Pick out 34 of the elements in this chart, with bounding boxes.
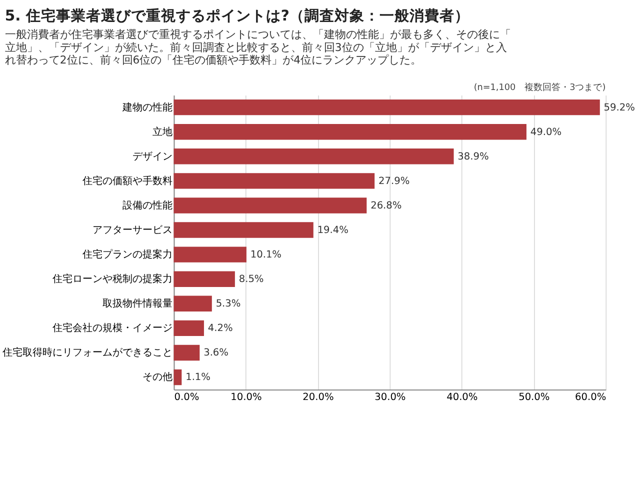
x-tick-label: 0.0% <box>174 392 200 403</box>
chart-subtitle: 一般消費者が住宅事業者選びで重視するポイントについては、「建物の性能」が最も多く、その後に「立地」、「デザイン」が続いた。前々回調査と比較すると、前々回3位の「立地」が「デザイン」と入れ替わって2位に、前々回6位の「住宅の価額や手数料」が4位にランクアップした。 <box>4 28 511 67</box>
data-label: 10.1% <box>250 250 282 261</box>
y-tick-label: 住宅取得時にリフォームができること <box>2 346 172 359</box>
y-tick-label: 住宅ローンや税制の提案力 <box>52 273 172 286</box>
data-label: 8.5% <box>238 274 264 286</box>
x-tick-label: 20.0% <box>302 392 334 403</box>
data-label: 1.1% <box>186 372 210 384</box>
x-tick-label: 60.0% <box>575 392 606 403</box>
data-label: 26.8% <box>370 200 402 212</box>
text: (n=1,100 複数回答・3つまで) <box>474 82 606 94</box>
y-tick-label: 立地 <box>152 126 172 138</box>
y-tick-label: アフターサービス <box>92 224 172 236</box>
y-tick-label: 住宅プランの提案力 <box>82 248 172 261</box>
data-label: 19.4% <box>317 224 348 236</box>
x-tick-label: 50.0% <box>518 392 550 403</box>
data-label: 4.2% <box>208 323 233 334</box>
y-tick-label: デザイン <box>132 151 172 162</box>
y-tick-label: 住宅会社の規模・イメージ <box>52 322 172 334</box>
y-tick-label: 取扱物件情報量 <box>102 298 172 310</box>
chart-title: 5. 住宅事業者選びで重視するポイントは?（調査対象：一般消費者） <box>4 6 470 24</box>
y-tick-label: 設備の性能 <box>122 199 172 212</box>
y-tick-label: 建物の性能 <box>121 101 172 114</box>
y-tick-label: 住宅の価額や手数料 <box>82 174 172 187</box>
y-tick-label: その他 <box>142 371 172 384</box>
data-label: 3.6% <box>204 348 228 359</box>
x-tick-label: 40.0% <box>446 392 478 403</box>
x-tick-label: 30.0% <box>374 392 406 403</box>
data-label: 59.2% <box>604 102 635 114</box>
data-label: 5.3% <box>216 298 241 310</box>
data-label: 38.9% <box>458 151 489 162</box>
x-tick-label: 10.0% <box>230 392 262 403</box>
data-label: 49.0% <box>530 126 562 138</box>
data-label: 27.9% <box>378 176 410 187</box>
